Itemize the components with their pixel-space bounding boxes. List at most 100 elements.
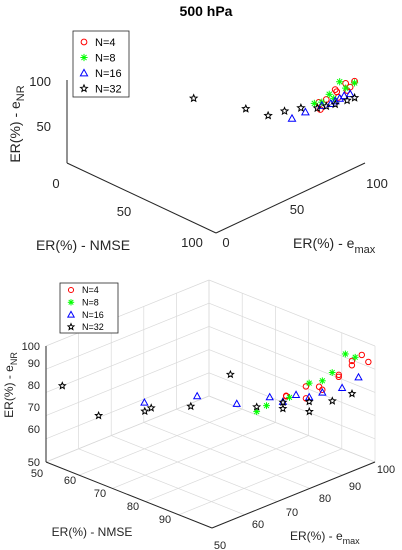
- bottom-y-tick-90: 90: [349, 481, 361, 493]
- bottom-point-N4-6: [358, 351, 365, 359]
- bottom-z-tick-100: 100: [22, 341, 40, 353]
- bottom-legend-label-0: N=4: [82, 285, 99, 295]
- bottom-point-N32-2: [140, 406, 150, 416]
- bottom-point-N16-1: [192, 391, 202, 400]
- bottom-z-tick-50: 50: [28, 457, 40, 469]
- top-point-N16-6: [345, 89, 355, 98]
- grid-line: [79, 408, 243, 476]
- top-point-N32-0: [188, 93, 199, 103]
- bottom-z-label: ER(%) - eNR: [2, 352, 19, 418]
- bottom-z-label-sub: NR: [9, 352, 19, 365]
- top-point-N16-4: [330, 96, 340, 105]
- top-point-N8-3: [342, 84, 350, 92]
- bottom-z-tick-60: 60: [28, 424, 40, 436]
- bottom-point-N4-2: [315, 383, 323, 390]
- bottom-legend-marker-3: [66, 322, 76, 331]
- bottom-point-N4-5: [348, 357, 356, 365]
- bottom-point-N32-12: [278, 403, 288, 413]
- top-point-N32-1: [241, 103, 251, 113]
- top-point-N16-5: [339, 91, 349, 100]
- bottom-point-N16-3: [265, 392, 274, 401]
- bottom-y-label-main: ER(%) - e: [290, 529, 343, 543]
- bottom-point-N32-3: [146, 403, 156, 412]
- top-points: [188, 77, 360, 122]
- top-z-tick-100: 100: [29, 74, 51, 89]
- grid-line: [45, 395, 210, 463]
- top-legend-label-0: N=4: [95, 37, 116, 49]
- bottom-chart: 50 60 70 80 90 100 50 60 70 80 90 50 60 …: [2, 279, 395, 550]
- bottom-point-N8-3: [328, 369, 336, 376]
- grid-line: [143, 422, 310, 489]
- top-legend-box: [72, 30, 130, 98]
- bottom-points: [57, 350, 372, 420]
- bottom-z-tick-80: 80: [28, 380, 40, 392]
- top-legend: N=4 N=8 N=16 N=32: [72, 30, 130, 98]
- bottom-legend-marker-2: [66, 310, 76, 318]
- bottom-point-N32-10: [347, 388, 357, 398]
- grid-line: [208, 372, 376, 440]
- top-z-label-sub: NR: [15, 85, 27, 101]
- top-point-N8-0: [310, 99, 318, 107]
- top-legend-label-2: N=16: [95, 68, 122, 80]
- top-z-tick-50: 50: [37, 119, 51, 134]
- top-point-N8-6: [350, 79, 359, 87]
- bottom-legend-marker-0: [67, 286, 75, 294]
- top-y-tick-100: 100: [366, 176, 388, 191]
- bottom-point-N32-11: [304, 397, 314, 406]
- bottom-point-N4-8: [335, 373, 342, 381]
- bottom-legend-label-3: N=32: [82, 322, 104, 332]
- grid-line: [45, 349, 210, 416]
- grid-line: [45, 279, 210, 347]
- bottom-point-N16-2: [232, 399, 242, 407]
- top-point-N8-2: [336, 78, 344, 86]
- grid-line: [208, 349, 376, 416]
- top-point-N8-1: [325, 90, 333, 98]
- bottom-point-N4-9: [365, 358, 372, 366]
- bottom-legend-box: [59, 282, 119, 334]
- bottom-y-tick-70: 70: [286, 507, 298, 519]
- top-legend-marker-2: [79, 68, 89, 77]
- bottom-point-N4-4: [335, 371, 342, 379]
- top-legend-label-3: N=32: [95, 83, 122, 95]
- top-x-tick-100: 100: [181, 235, 203, 250]
- bottom-point-N32-9: [327, 396, 337, 405]
- top-chart-title: 500 hPa: [180, 3, 233, 19]
- bottom-y-label: ER(%) - emax: [290, 529, 360, 546]
- top-chart: 500 hPa 50 100 0 50 100 0 50 100 ER(%) -…: [7, 3, 388, 256]
- bottom-point-N4-11: [302, 383, 310, 390]
- bottom-axes-box: [45, 346, 376, 529]
- bottom-point-N8-4: [341, 350, 349, 358]
- bottom-y-tick-50: 50: [214, 540, 226, 550]
- top-z-label-main: ER(%) - e: [7, 101, 23, 163]
- top-x-tick-0: 0: [52, 176, 59, 191]
- top-axes-box: [66, 80, 366, 234]
- top-x-tick-50: 50: [117, 204, 131, 219]
- top-point-N32-5: [312, 103, 322, 113]
- bottom-y-tick-80: 80: [319, 493, 331, 505]
- bottom-z-tick-70: 70: [28, 402, 40, 414]
- bottom-x-tick-90: 90: [159, 514, 171, 526]
- top-point-N4-8: [333, 88, 341, 96]
- bottom-axis-y: [211, 461, 376, 529]
- bottom-point-N16-4: [291, 390, 301, 398]
- bottom-legend-items: N=4 N=8 N=16 N=32: [66, 285, 104, 332]
- top-y-label-main: ER(%) - e: [293, 235, 355, 251]
- top-legend-marker-3: [79, 83, 89, 93]
- top-y-tick-50: 50: [290, 202, 304, 217]
- bottom-point-N32-7: [278, 397, 288, 407]
- grid-line: [208, 279, 376, 347]
- bottom-point-N8-6: [351, 353, 359, 361]
- grid-line: [45, 372, 210, 440]
- grid-line: [112, 422, 276, 489]
- bottom-point-N8-5: [318, 377, 326, 385]
- bottom-legend: N=4 N=8 N=16 N=32: [59, 282, 119, 334]
- bottom-x-tick-50: 50: [31, 468, 43, 480]
- bottom-point-N4-3: [319, 386, 326, 393]
- bottom-point-N4-7: [348, 362, 356, 369]
- bottom-point-N16-7: [354, 372, 363, 381]
- bottom-y-tick-100: 100: [377, 464, 395, 476]
- bottom-y-label-sub: max: [343, 536, 361, 546]
- bottom-x-tick-60: 60: [64, 475, 76, 487]
- top-y-label-sub: max: [354, 244, 375, 256]
- top-y-label: ER(%) - emax: [293, 235, 376, 256]
